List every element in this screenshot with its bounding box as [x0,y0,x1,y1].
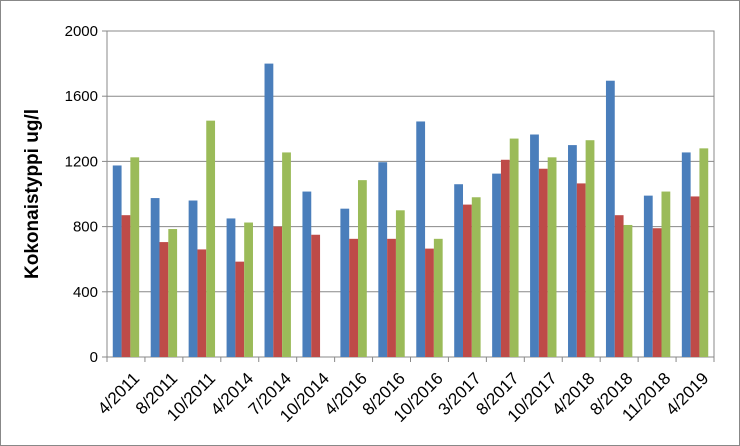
bar-series-1 [340,208,350,357]
bar-series-1 [264,63,274,357]
bar-series-3 [509,138,519,357]
bar-series-1 [150,198,160,357]
bar-series-3 [585,140,595,357]
bar-series-1 [568,145,577,357]
bar-series-2 [273,226,283,357]
bar-series-3 [357,180,367,357]
bar-series-3 [623,224,633,357]
bar-series-1 [681,152,691,357]
y-tick-label: 400 [73,284,98,301]
bar-series-2 [159,242,169,357]
bar-series-2 [614,215,624,357]
bar-series-3 [206,120,216,358]
bar-series-1 [605,80,615,357]
bar-series-1 [188,200,198,357]
bar-series-2 [538,168,548,357]
x-axis-ticks: 4/20118/201110/20114/20147/201410/20144/… [94,357,715,426]
bar-series-2 [197,249,207,357]
bars [112,63,709,358]
bar-series-2 [349,238,358,357]
bar-series-2 [121,215,131,357]
x-tick-label: 4/2019 [662,369,712,419]
bar-series-1 [492,173,501,357]
bar-series-1 [530,134,539,357]
bar-series-3 [168,229,178,357]
bar-series-1 [416,121,426,357]
bar-series-2 [387,238,396,357]
y-tick-label: 800 [73,219,98,236]
bar-series-3 [699,148,709,357]
bar-series-3 [130,157,140,357]
bar-series-2 [425,248,434,357]
y-tick-label: 2000 [65,23,98,40]
y-tick-label: 1200 [65,153,98,170]
bar-series-3 [244,222,253,357]
x-tick-label: 4/2011 [94,369,143,418]
bar-series-1 [454,184,464,357]
bar-series-2 [690,196,700,357]
bar-series-3 [395,210,405,357]
y-axis-title: Kokonaistyppi ug/l [22,109,43,279]
bar-series-1 [112,165,122,357]
y-tick-label: 0 [90,349,98,366]
bar-series-1 [302,191,312,357]
y-tick-label: 1600 [65,88,98,105]
bar-series-3 [282,152,291,357]
bar-series-2 [500,159,510,357]
bar-series-1 [226,218,236,357]
bar-series-2 [652,228,662,357]
bar-series-3 [471,197,481,357]
bar-series-3 [547,157,557,357]
bar-series-1 [378,162,388,357]
bar-series-2 [463,204,472,357]
bar-series-1 [643,195,653,357]
bar-series-3 [433,238,443,357]
bar-series-2 [311,234,321,357]
bar-series-2 [235,261,245,357]
bar-series-3 [661,191,671,357]
bar-series-2 [576,183,586,357]
y-axis-ticks: 0 400 800 1200 1600 2000 [65,23,107,366]
